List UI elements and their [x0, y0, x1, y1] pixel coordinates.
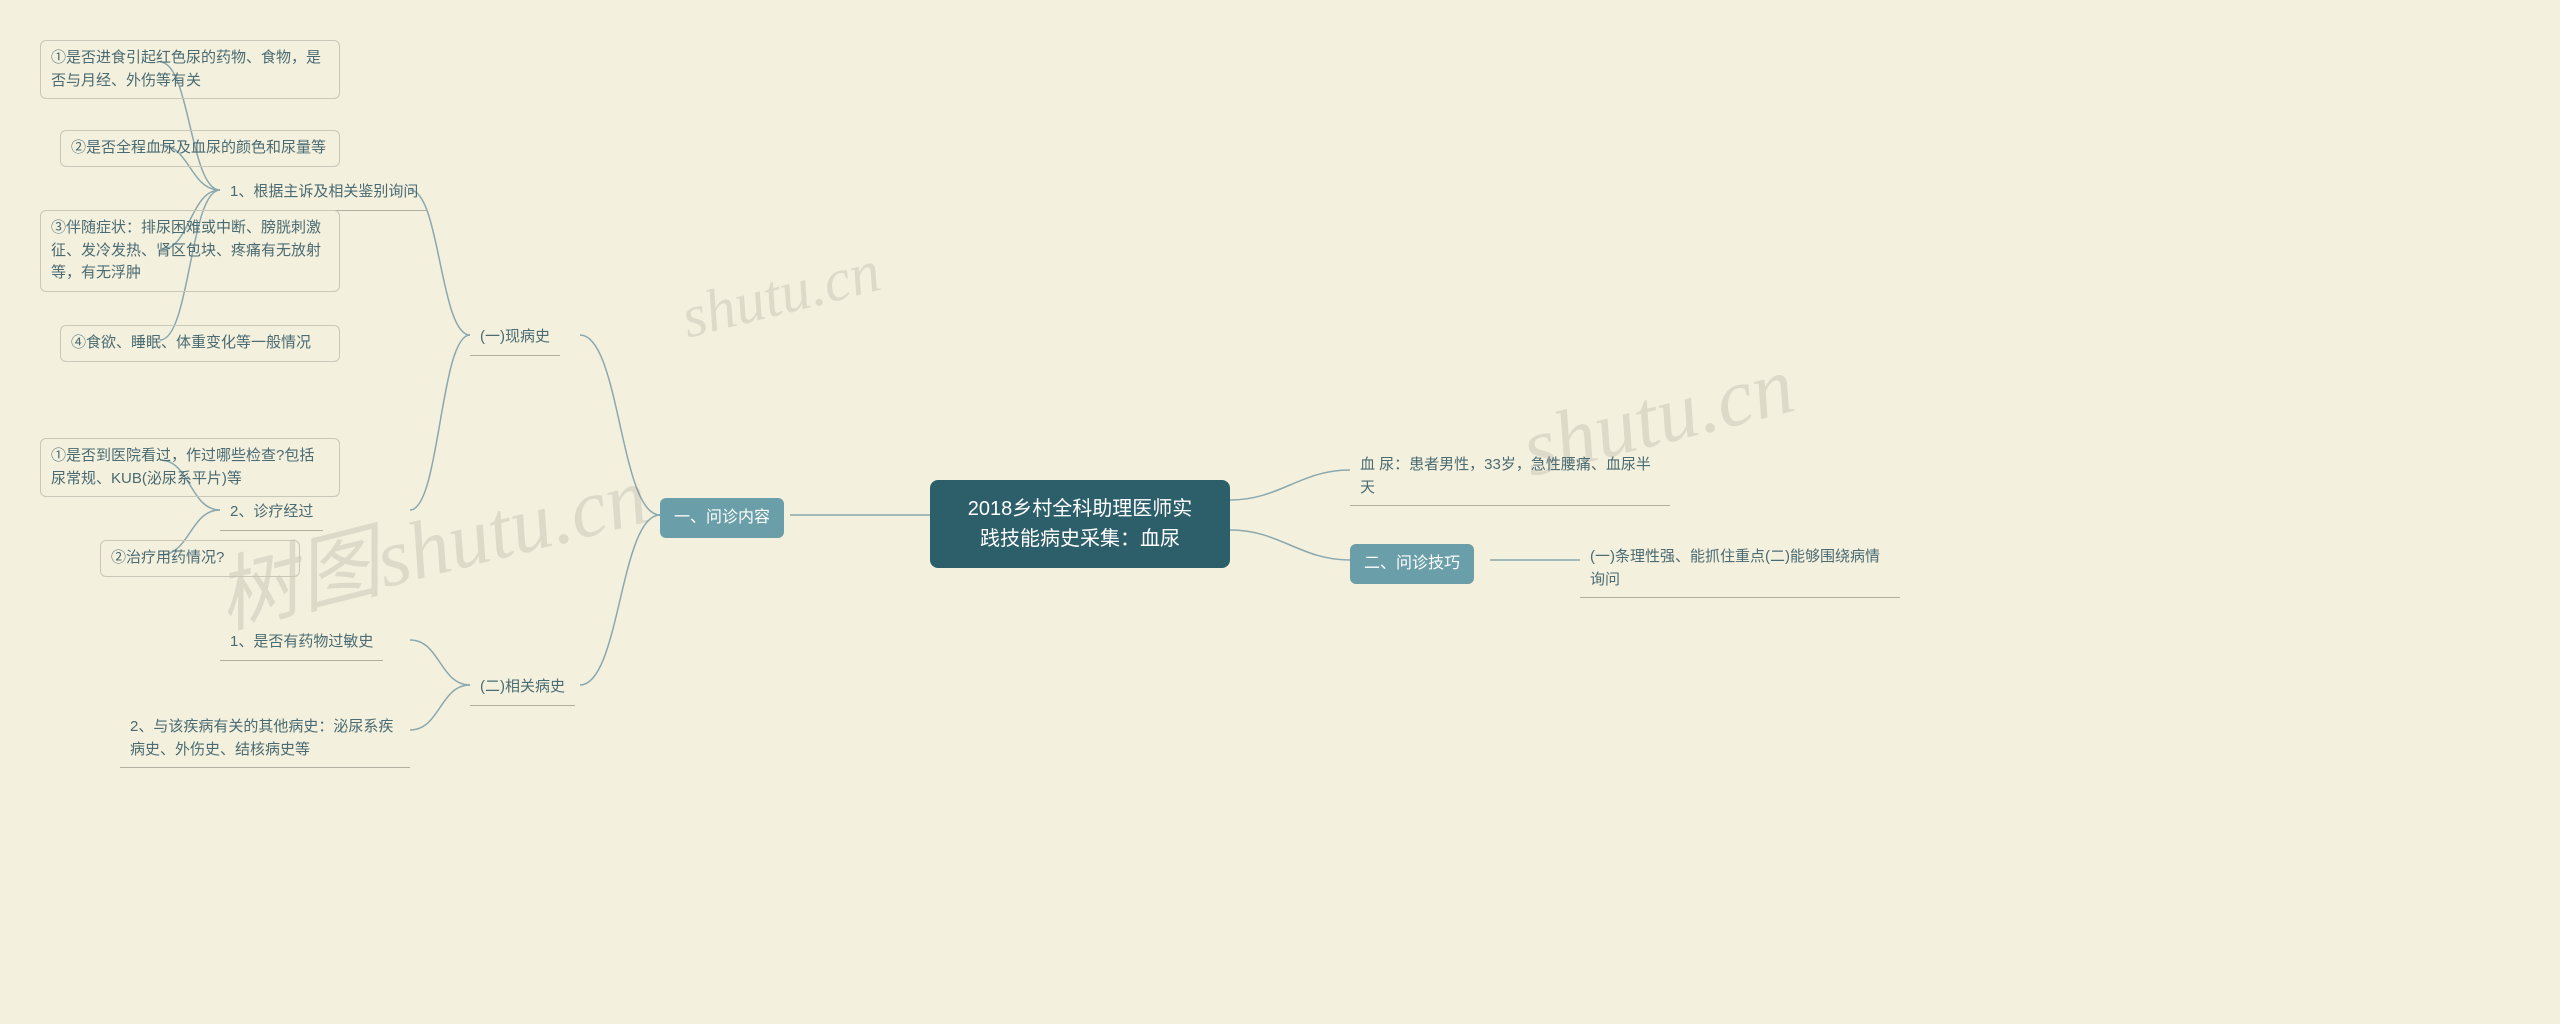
course-item-2: ②治疗用药情况?	[100, 540, 300, 577]
skill-detail: (一)条理性强、能抓住重点(二)能够围绕病情询问	[1580, 540, 1900, 598]
related-history: (二)相关病史	[470, 670, 575, 706]
root-title-l1: 2018乡村全科助理医师实	[952, 494, 1208, 524]
skill-label: 二、问诊技巧	[1350, 544, 1474, 584]
other-history: 2、与该疾病有关的其他病史：泌尿系疾病史、外伤史、结核病史等	[120, 710, 410, 768]
ask-item-1: ①是否进食引起红色尿的药物、食物，是否与月经、外伤等有关	[40, 40, 340, 99]
ask-item-2: ②是否全程血尿及血尿的颜色和尿量等	[60, 130, 340, 167]
ask-item-4: ④食欲、睡眠、体重变化等一般情况	[60, 325, 340, 362]
ask-label: 1、根据主诉及相关鉴别询问	[220, 175, 428, 211]
ask-item-3: ③伴随症状：排尿困难或中断、膀胱刺激征、发冷发热、肾区包块、疼痛有无放射等，有无…	[40, 210, 340, 292]
root-title-l2: 践技能病史采集：血尿	[952, 524, 1208, 554]
root-node: 2018乡村全科助理医师实 践技能病史采集：血尿	[930, 480, 1230, 568]
case-info: 血 尿：患者男性，33岁，急性腰痛、血尿半天	[1350, 448, 1670, 506]
content-label: 一、问诊内容	[660, 498, 784, 538]
course-item-1: ①是否到医院看过，作过哪些检查?包括尿常规、KUB(泌尿系平片)等	[40, 438, 340, 497]
drug-allergy: 1、是否有药物过敏史	[220, 625, 383, 661]
present-history: (一)现病史	[470, 320, 560, 356]
course-label: 2、诊疗经过	[220, 495, 323, 531]
